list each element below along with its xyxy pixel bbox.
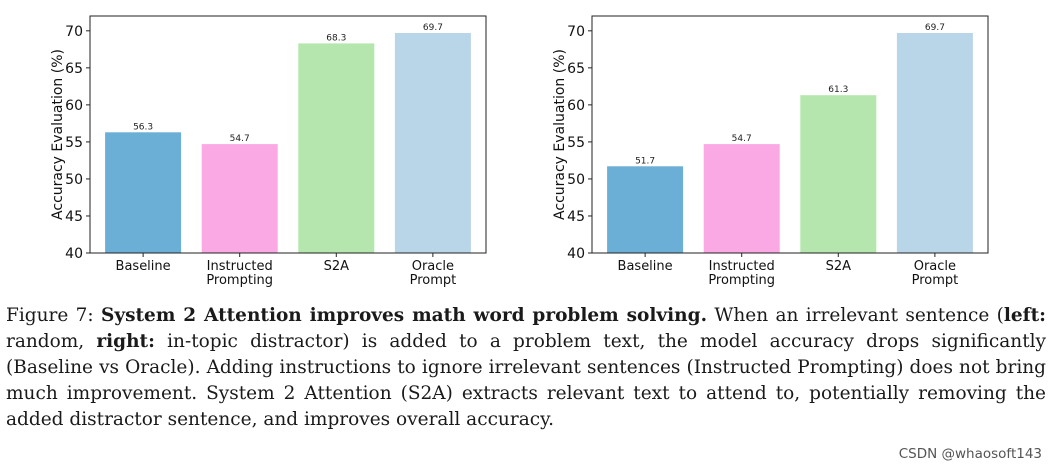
x-tick-label-3-1: Prompt: [410, 273, 457, 288]
y-tick-label-65: 65: [567, 61, 585, 77]
bar-value-label-1: 54.7: [732, 134, 752, 144]
x-tick-label-0-0: Baseline: [618, 259, 673, 274]
y-axis-label: Accuracy Evaluation (%): [50, 49, 66, 220]
x-tick-label-1-1: Prompting: [708, 273, 775, 288]
y-tick-label-70: 70: [567, 24, 585, 40]
bar-0: [607, 166, 684, 253]
bar-1: [201, 144, 278, 253]
plot-frame: [89, 15, 487, 254]
y-tick-label-65: 65: [65, 61, 83, 77]
bar-value-label-1: 54.7: [230, 134, 250, 144]
y-tick-label-40: 40: [65, 246, 83, 262]
bar-2: [800, 95, 877, 253]
bar-value-label-0: 56.3: [133, 122, 153, 132]
bar-value-label-3: 69.7: [925, 23, 945, 33]
bar-3: [896, 33, 973, 253]
caption-text-3: in-topic distractor) is added to a probl…: [6, 331, 1046, 430]
caption-left-label: left:: [1003, 305, 1046, 326]
x-tick-label-0-0: Baseline: [116, 259, 171, 274]
bar-value-label-2: 68.3: [326, 33, 346, 43]
plot-frame: [591, 15, 989, 254]
x-tick-label-1-0: Instructed: [709, 259, 775, 274]
caption-figure-label: Figure 7:: [6, 305, 94, 326]
watermark: CSDN @whaosoft143: [898, 446, 1042, 462]
y-tick-label-60: 60: [65, 98, 83, 114]
caption-right-label: right:: [96, 331, 155, 352]
y-tick-label-45: 45: [567, 209, 585, 225]
bar-value-label-3: 69.7: [423, 23, 443, 33]
y-tick-label-60: 60: [567, 98, 585, 114]
caption-text-2: random,: [6, 331, 85, 352]
y-tick-label-40: 40: [567, 246, 585, 262]
bar-3: [394, 33, 471, 253]
caption-text-1: When an irrelevant sentence (: [714, 305, 1004, 326]
y-tick-label-55: 55: [567, 135, 585, 151]
bar-1: [703, 144, 780, 253]
x-tick-label-3-1: Prompt: [912, 273, 959, 288]
x-tick-label-3-0: Oracle: [412, 259, 454, 274]
y-tick-label-50: 50: [567, 172, 585, 188]
y-tick-label-70: 70: [65, 24, 83, 40]
bar-2: [298, 43, 375, 254]
figure-caption: Figure 7: System 2 Attention improves ma…: [6, 303, 1046, 433]
y-axis-label: Accuracy Evaluation (%): [552, 49, 568, 220]
x-tick-label-3-0: Oracle: [914, 259, 956, 274]
y-tick-label-50: 50: [65, 172, 83, 188]
caption-title: System 2 Attention improves math word pr…: [100, 305, 708, 326]
x-tick-label-1-0: Instructed: [207, 259, 273, 274]
y-tick-label-55: 55: [65, 135, 83, 151]
bar-value-label-2: 61.3: [828, 85, 848, 95]
x-tick-label-2-0: S2A: [324, 259, 350, 274]
x-tick-label-1-1: Prompting: [206, 273, 273, 288]
x-tick-label-2-0: S2A: [826, 259, 852, 274]
bar-value-label-0: 51.7: [635, 156, 655, 166]
y-tick-label-45: 45: [65, 209, 83, 225]
bar-0: [105, 132, 182, 253]
